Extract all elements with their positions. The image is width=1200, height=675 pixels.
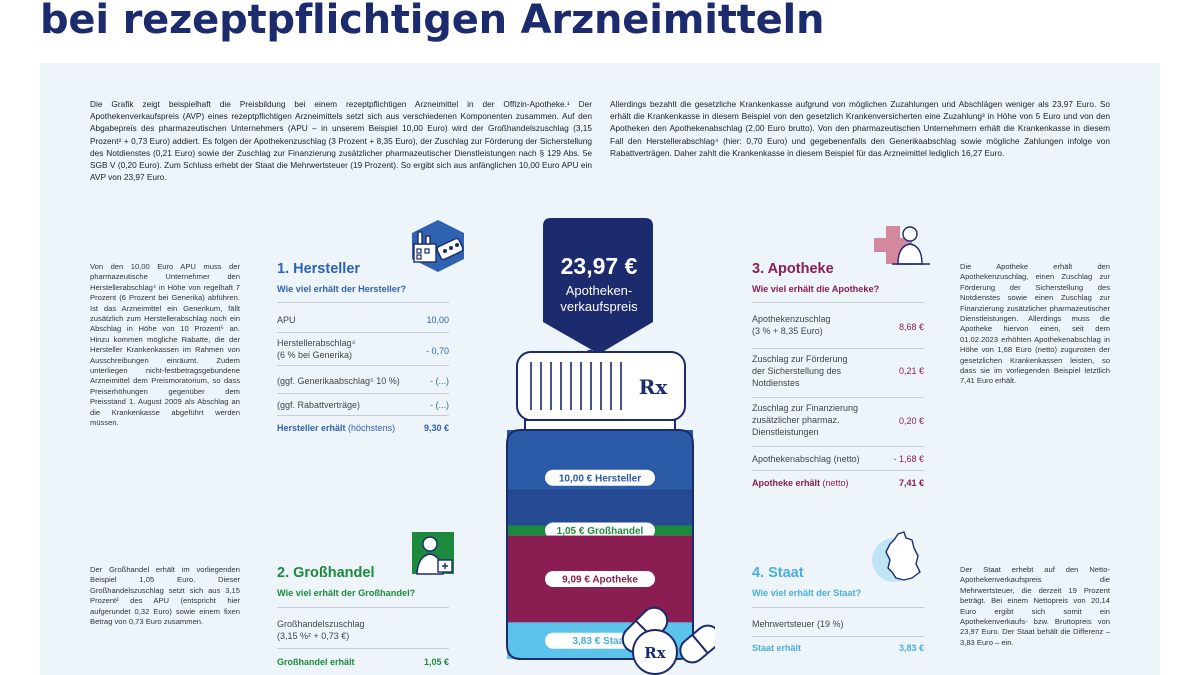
- bottle-graphic: 23,97 € Apotheken- verkaufspreis Rx 10,0…: [495, 212, 721, 675]
- pharmacist-icon: [874, 218, 932, 270]
- section-title-apotheke: 3. Apotheke: [752, 261, 834, 277]
- bar-label-großhandel: 1,05 € Großhandel: [557, 526, 644, 537]
- bar-label-bg-hersteller: [545, 469, 655, 486]
- table-total-label: Hersteller erhält (höchstens): [277, 423, 396, 433]
- table-row-label: Herstellerabschlag⁴ (6 % bei Generika): [277, 338, 356, 360]
- bar-segment-shade: [507, 489, 693, 526]
- bar-label-apotheke: 9,09 € Apotheke: [562, 574, 638, 585]
- section-title-staat: 4. Staat: [752, 565, 804, 581]
- table-total-value: 7,41 €: [898, 478, 924, 488]
- table-row-value: - 1,68 €: [893, 454, 924, 464]
- table-total-value: 1,05 €: [423, 657, 449, 667]
- price-tag: [543, 218, 653, 354]
- section-question-grosshandel: Wie viel erhält der Großhandel?: [277, 588, 416, 598]
- table-row-value: 0,20 €: [898, 416, 924, 426]
- table-total-label: Apotheke erhält (netto): [752, 478, 849, 488]
- section-question-staat: Wie viel erhält der Staat?: [752, 588, 862, 598]
- bar-label-bg-großhandel: [545, 522, 655, 539]
- page-title: bei rezeptpflichtigen Arzneimitteln: [40, 0, 825, 43]
- table-row-label: Zuschlag zur Finanzierung zusätzlicher p…: [752, 403, 859, 437]
- section-title-grosshandel: 2. Großhandel: [277, 565, 375, 581]
- section-question-apotheke: Wie viel erhält die Apotheke?: [752, 284, 880, 294]
- price-tag-label-2: verkaufspreis: [560, 299, 638, 314]
- warehouse-worker-icon: [408, 532, 456, 578]
- table-row-label: Großhandelszuschlag (3,15 %² + 0,73 €): [277, 619, 365, 641]
- table-total-value: 9,30 €: [423, 423, 449, 433]
- price-tag-price: 23,97 €: [561, 253, 638, 279]
- germany-map-icon: [872, 528, 932, 584]
- rx-pill-icon: [632, 629, 678, 675]
- table-row-label: APU: [277, 315, 296, 325]
- side-note-hersteller: Von den 10,00 Euro APU muss der pharmaze…: [90, 262, 240, 428]
- price-tag-label-1: Apotheken-: [566, 283, 633, 298]
- table-row-label: (ggf. Rabattverträge): [277, 400, 361, 410]
- table-row-value: - 0,70: [425, 346, 449, 356]
- section-question-hersteller: Wie viel erhält der Hersteller?: [277, 284, 407, 294]
- table-apotheke: Apothekenzuschlag (3 % + 8,35 Euro) 8,68…: [752, 302, 924, 492]
- cap-rx-label: Rx: [639, 375, 669, 399]
- bar-label-bg-apotheke: [545, 570, 655, 587]
- section-title-hersteller: 1. Hersteller: [277, 261, 361, 277]
- side-note-grosshandel: Der Großhandel erhält im vorliegenden Be…: [90, 565, 240, 627]
- bar-label-hersteller: 10,00 € Hersteller: [559, 473, 641, 484]
- bar-label-staat: 3,83 € Staat: [572, 636, 628, 647]
- side-note-apotheke: Die Apotheke erhält den Apothekenzuschla…: [960, 262, 1110, 386]
- table-row-label: (ggf. Generikaabschlag⁵ 10 %): [277, 376, 400, 386]
- table-row-label: Apothekenzuschlag (3 % + 8,35 Euro): [752, 314, 831, 336]
- table-row-value: - (...): [430, 400, 449, 410]
- table-row-value: 8,68 €: [898, 322, 924, 332]
- intro-text-right: Allerdings bezahlt die gesetzliche Krank…: [610, 99, 1110, 158]
- table-total-label: Großhandel erhält: [277, 657, 355, 667]
- bottle-neck: [524, 419, 676, 431]
- side-note-staat: Der Staat erhebt auf den Netto-Apotheken…: [960, 565, 1110, 647]
- table-grosshandel: Großhandelszuschlag (3,15 %² + 0,73 €) G…: [277, 607, 449, 675]
- table-staat: Mehrwertsteuer (19 %) Staat erhält 3,83 …: [752, 607, 924, 675]
- factory-pills-icon: [408, 218, 468, 274]
- table-row-label: Apothekenabschlag (netto): [752, 454, 860, 464]
- table-row-value: 0,21 €: [898, 366, 924, 376]
- table-hersteller: APU 10,00 Herstellerabschlag⁴ (6 % bei G…: [277, 302, 449, 442]
- intro-text-left: Die Grafik zeigt beispielhaft die Preisb…: [90, 99, 592, 183]
- table-row-label: Zuschlag zur Förderung der Sicherstellun…: [752, 354, 848, 388]
- table-total-value: 3,83 €: [898, 643, 924, 653]
- table-row-value: 10,00: [426, 315, 449, 325]
- rx-pill-label: Rx: [644, 644, 666, 662]
- table-row-value: - (...): [430, 376, 449, 386]
- table-total-label: Staat erhält: [752, 643, 802, 653]
- cap-ridges: [530, 362, 622, 410]
- table-row-label: Mehrwertsteuer (19 %): [752, 619, 844, 629]
